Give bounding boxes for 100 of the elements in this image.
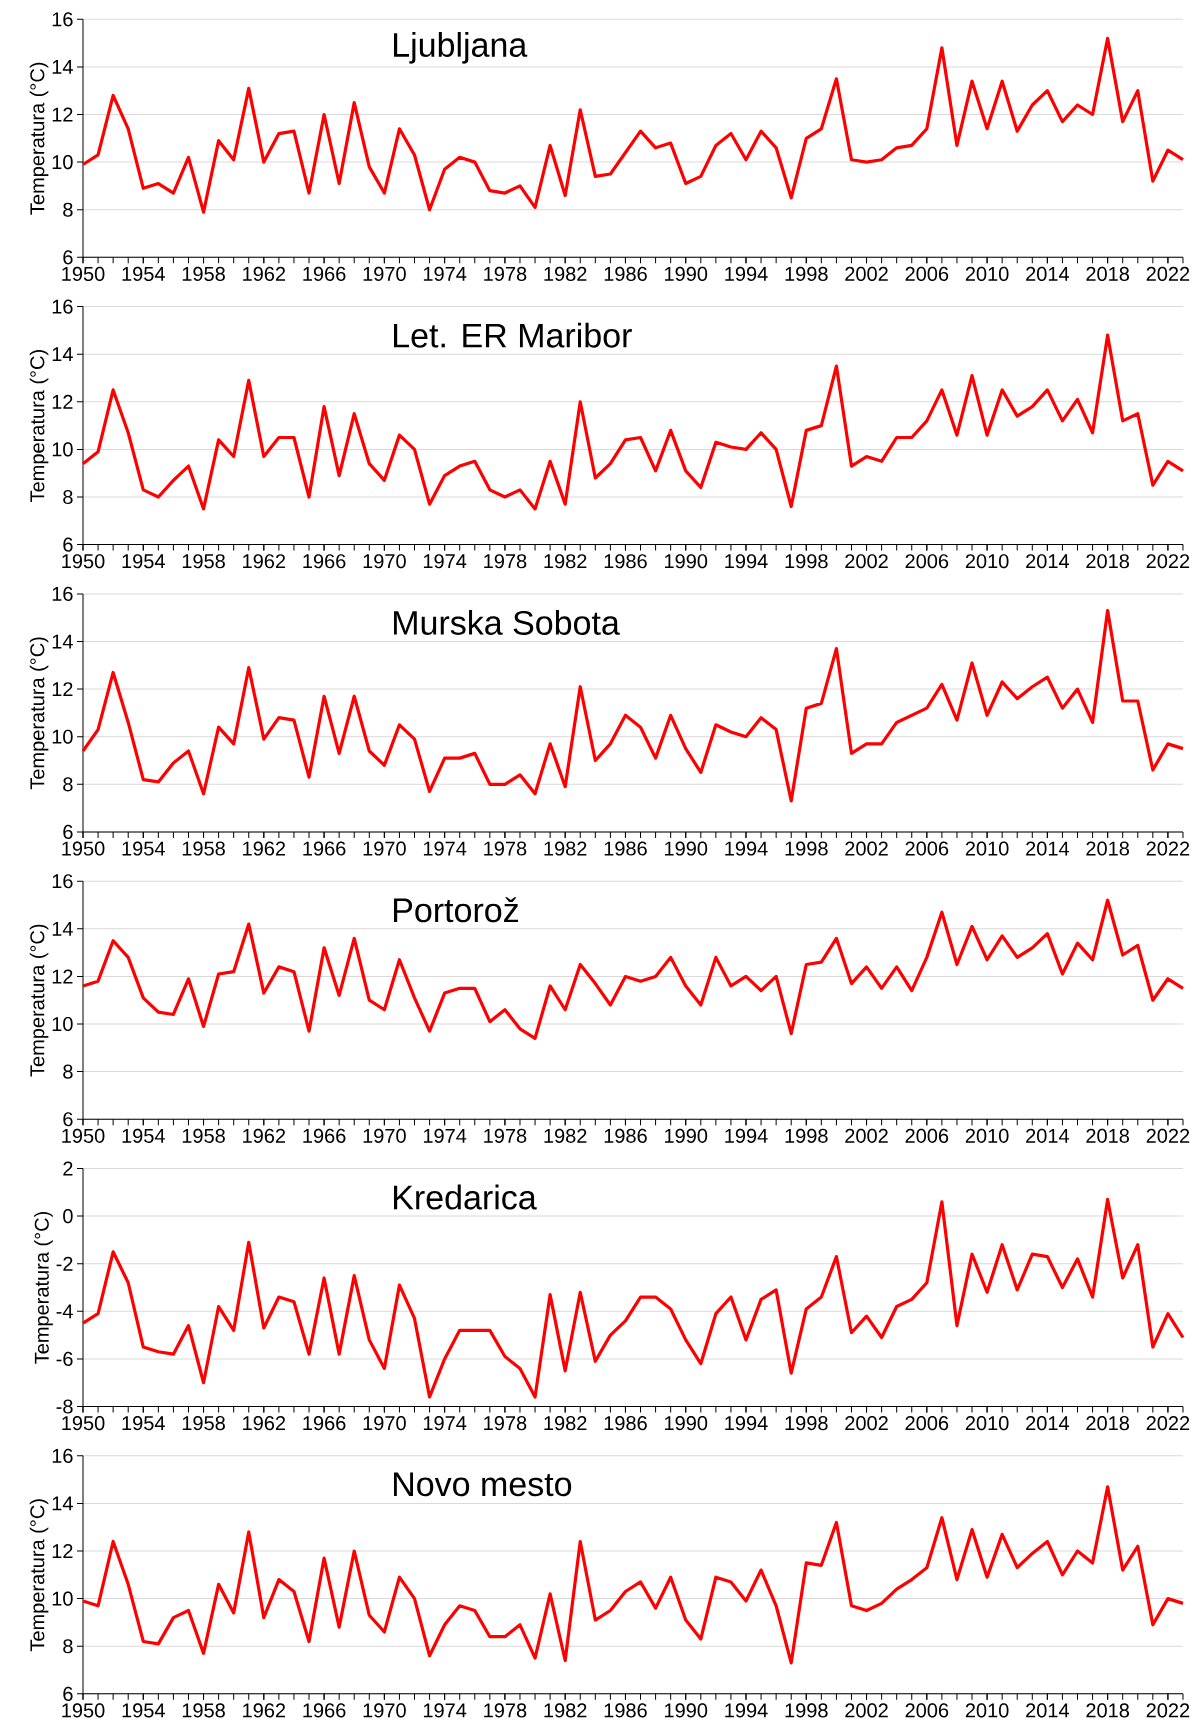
y-tick-label: 16 [52,299,73,314]
x-tick-label: 1974 [423,266,467,281]
x-tick-label: 1998 [785,841,828,856]
y-tick-label: 10 [52,155,73,170]
x-tick-label: 1966 [303,1128,346,1143]
x-tick-label: 1974 [423,1703,467,1718]
x-tick-label: 1954 [122,841,165,856]
y-tick-label: 8 [63,1639,73,1654]
x-tick-label: 1970 [363,1416,406,1431]
y-tick-label: 12 [52,107,73,122]
chart-title: Murska Sobota [394,609,620,635]
y-tick-label: 10 [52,1591,73,1606]
x-tick-label: 2002 [845,1128,888,1143]
x-tick-label: 1966 [303,1416,346,1431]
x-tick-label: 2002 [845,554,888,569]
y-axis-title: Temperatura (°C) [34,1211,53,1364]
x-tick-label: 2006 [905,554,949,569]
x-tick-label: 2006 [905,1128,949,1143]
x-tick-label: 1962 [243,266,286,281]
x-tick-label: 1970 [363,266,406,281]
x-tick-label: 1986 [604,841,647,856]
x-tick-label: 1990 [665,1416,708,1431]
y-tick-label: 8 [63,1064,73,1079]
y-tick-label: 16 [52,874,73,889]
x-tick-label: 1982 [544,1703,587,1718]
x-tick-label: 2014 [1026,266,1070,281]
y-tick-label: -8 [56,1399,73,1414]
y-tick-label: 16 [52,12,73,27]
x-tick-label: 1966 [303,841,346,856]
y-tick-label: 12 [52,969,73,984]
x-tick-label: 2010 [965,1128,1009,1143]
x-tick-label: 1978 [484,841,527,856]
x-tick-label: 1974 [423,1416,467,1431]
x-tick-label: 1978 [484,554,527,569]
x-tick-label: 2002 [845,266,888,281]
x-tick-label: 1986 [604,266,647,281]
x-tick-label: 1998 [785,1128,828,1143]
x-tick-label: 1986 [604,1703,647,1718]
x-tick-label: 1974 [423,1128,467,1143]
x-tick-label: 1994 [725,1416,768,1431]
x-tick-label: 2014 [1026,1703,1070,1718]
y-axis-title: Temperatura (°C) [29,1499,49,1652]
x-tick-label: 1990 [665,841,708,856]
x-tick-label: 1962 [243,1128,286,1143]
x-tick-label: 1962 [243,1416,286,1431]
y-tick-label: 10 [52,729,73,744]
y-tick-label: -6 [56,1351,73,1366]
x-tick-label: 1962 [243,554,286,569]
x-tick-label: 1994 [725,841,768,856]
x-tick-label: 1978 [484,1703,527,1718]
x-tick-label: 1982 [544,266,587,281]
x-tick-label: 1974 [423,554,467,569]
x-tick-label: 2010 [965,266,1009,281]
x-tick-label: 2022 [1146,841,1190,856]
x-tick-label: 1958 [182,554,225,569]
y-axis-title: Temperatura (°C) [29,350,49,502]
y-tick-label: 12 [52,682,73,697]
x-tick-label: 1982 [544,1416,587,1431]
x-tick-label: 1990 [665,554,708,569]
x-tick-label: 1966 [303,554,346,569]
x-tick-label: 2022 [1146,266,1190,281]
x-tick-label: 1950 [62,554,105,569]
x-tick-label: 1962 [243,1703,286,1718]
x-tick-label: 2014 [1026,841,1070,856]
x-tick-label: 2006 [905,1416,949,1431]
x-tick-label: 2010 [965,841,1009,856]
x-tick-label: 1950 [62,1416,105,1431]
y-axis-title: Temperatura (°C) [29,924,49,1077]
x-tick-label: 2018 [1086,1128,1129,1143]
x-tick-label: 1998 [785,1703,828,1718]
x-tick-label: 1954 [122,1128,165,1143]
x-tick-label: 2014 [1026,1416,1070,1431]
x-tick-label: 1990 [665,266,708,281]
x-tick-label: 1970 [363,1703,406,1718]
y-tick-label: 14 [52,347,73,362]
x-tick-label: 2006 [905,266,949,281]
y-tick-label: 16 [52,1448,73,1463]
x-tick-label: 1978 [484,1128,527,1143]
y-tick-label: 6 [63,1112,73,1127]
y-tick-label: 12 [52,1544,73,1558]
x-tick-label: 2014 [1026,554,1070,569]
y-tick-label: -2 [56,1256,73,1271]
x-tick-label: 1954 [122,266,165,281]
x-tick-label: 2014 [1026,1128,1070,1143]
y-tick-label: 10 [52,442,73,457]
x-tick-label: 1954 [122,554,165,569]
x-tick-label: 1978 [484,266,527,281]
x-tick-label: 1970 [363,1128,406,1143]
x-tick-label: 2018 [1086,554,1129,569]
x-tick-label: 1966 [303,1703,346,1718]
x-tick-label: 2022 [1146,1703,1190,1718]
y-tick-label: 14 [52,1496,73,1511]
x-tick-label: 1950 [62,266,105,281]
x-tick-label: 1958 [182,1128,225,1143]
x-tick-label: 1994 [725,266,768,281]
x-tick-label: 2006 [905,841,949,856]
x-tick-label: 1982 [544,1128,587,1143]
x-tick-label: 1994 [725,1128,768,1143]
x-tick-label: 2010 [965,554,1009,569]
x-tick-label: 1950 [62,1128,105,1143]
